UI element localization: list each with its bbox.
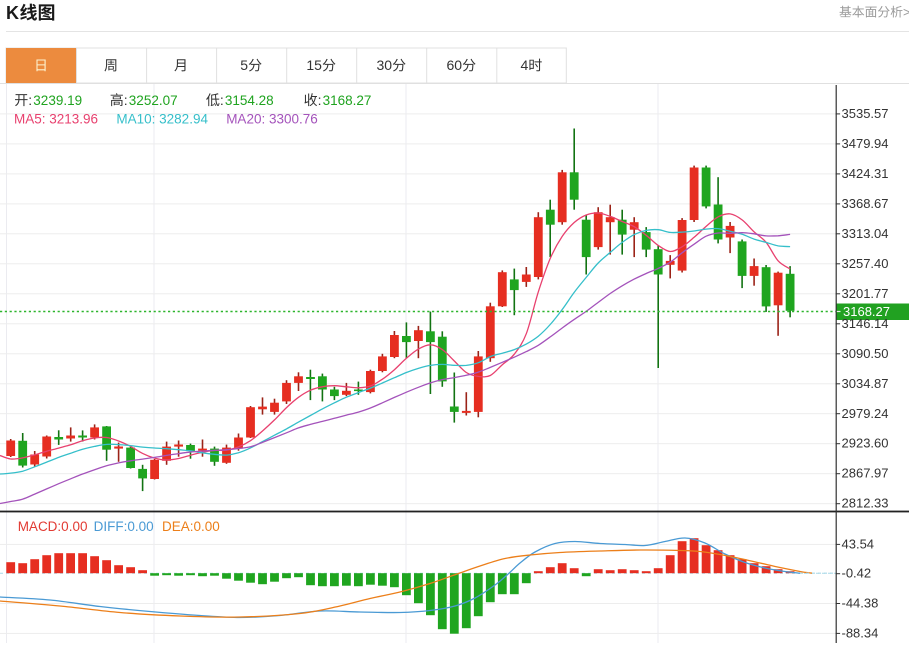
svg-text:3535.57: 3535.57: [842, 106, 889, 121]
svg-text:4: 4: [521, 57, 529, 73]
svg-text:3252.07: 3252.07: [129, 93, 178, 108]
svg-text::: :: [318, 92, 322, 108]
svg-text:DIFF:0.00: DIFF:0.00: [94, 519, 154, 534]
svg-text:2979.24: 2979.24: [842, 406, 889, 421]
svg-text:2867.97: 2867.97: [842, 466, 889, 481]
svg-text:3239.19: 3239.19: [33, 93, 82, 108]
svg-text:43.54: 43.54: [842, 536, 875, 551]
svg-text:60: 60: [447, 57, 463, 73]
svg-text:3034.87: 3034.87: [842, 376, 889, 391]
svg-text:3313.04: 3313.04: [842, 226, 889, 241]
svg-text::: :: [124, 92, 128, 108]
svg-text:3146.14: 3146.14: [842, 316, 889, 331]
svg-text:-0.42: -0.42: [842, 566, 872, 581]
svg-text:MACD:0.00: MACD:0.00: [18, 519, 88, 534]
svg-text:3257.40: 3257.40: [842, 256, 889, 271]
svg-text:DEA:0.00: DEA:0.00: [162, 519, 220, 534]
svg-text:3168.27: 3168.27: [323, 93, 372, 108]
svg-text:2923.60: 2923.60: [842, 436, 889, 451]
svg-text::: :: [28, 92, 32, 108]
svg-text:15: 15: [306, 57, 322, 73]
svg-text:K: K: [6, 3, 19, 23]
svg-text:3424.31: 3424.31: [842, 166, 889, 181]
svg-text::: :: [220, 92, 224, 108]
svg-text:30: 30: [377, 57, 393, 73]
svg-text:3368.67: 3368.67: [842, 196, 889, 211]
svg-text:2812.33: 2812.33: [842, 496, 889, 511]
svg-text:>: >: [903, 5, 909, 20]
svg-text:5: 5: [240, 57, 248, 73]
svg-text:3201.77: 3201.77: [842, 286, 889, 301]
svg-text:MA5: 3213.96: MA5: 3213.96: [14, 112, 98, 127]
svg-text:MA20: 3300.76: MA20: 3300.76: [226, 112, 318, 127]
svg-text:MA10: 3282.94: MA10: 3282.94: [116, 112, 208, 127]
svg-text:3154.28: 3154.28: [225, 93, 274, 108]
svg-text:3479.94: 3479.94: [842, 136, 889, 151]
svg-text:-88.34: -88.34: [842, 625, 879, 640]
svg-text:3090.50: 3090.50: [842, 346, 889, 361]
svg-text:-44.38: -44.38: [842, 596, 879, 611]
